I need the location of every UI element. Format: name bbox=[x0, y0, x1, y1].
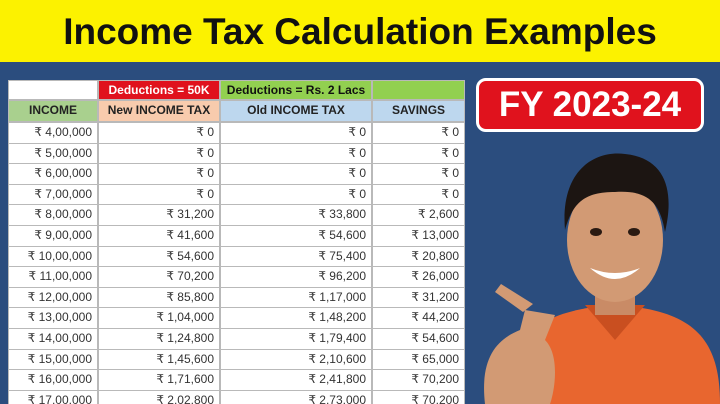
face bbox=[567, 178, 663, 302]
table-cell: ₹ 85,800 bbox=[98, 286, 220, 309]
table-cell: ₹ 0 bbox=[220, 142, 372, 165]
table-cell: ₹ 2,73,000 bbox=[220, 389, 372, 404]
table-cell: ₹ 2,02,800 bbox=[98, 389, 220, 404]
table-cell: ₹ 12,00,000 bbox=[8, 286, 98, 309]
table-cell: ₹ 54,600 bbox=[98, 245, 220, 268]
blank-cell bbox=[8, 80, 98, 100]
table-cell: ₹ 41,600 bbox=[98, 225, 220, 247]
table-cell: ₹ 4,00,000 bbox=[8, 122, 98, 144]
table-cell: ₹ 1,24,800 bbox=[98, 328, 220, 350]
table-cell: ₹ 70,200 bbox=[98, 266, 220, 288]
table-cell: ₹ 33,800 bbox=[220, 204, 372, 226]
column-header: New INCOME TAX bbox=[98, 100, 220, 122]
table-cell: ₹ 7,00,000 bbox=[8, 183, 98, 206]
table-cell: ₹ 0 bbox=[220, 183, 372, 206]
table-cell: ₹ 44,200 bbox=[372, 307, 465, 329]
deduction-note: Deductions = Rs. 2 Lacs bbox=[220, 80, 372, 100]
table-cell: ₹ 5,00,000 bbox=[8, 142, 98, 165]
blank-cell bbox=[372, 80, 465, 100]
table-cell: ₹ 0 bbox=[98, 163, 220, 185]
hand bbox=[484, 310, 555, 404]
table-cell: ₹ 6,00,000 bbox=[8, 163, 98, 185]
table-cell: ₹ 13,00,000 bbox=[8, 307, 98, 329]
shirt bbox=[505, 305, 720, 404]
table-cell: ₹ 70,200 bbox=[372, 389, 465, 404]
table-cell: ₹ 17,00,000 bbox=[8, 389, 98, 404]
smile bbox=[590, 268, 640, 279]
table-cell: ₹ 13,000 bbox=[372, 225, 465, 247]
column-header: INCOME bbox=[8, 100, 98, 122]
eye bbox=[628, 228, 640, 236]
table-cell: ₹ 65,000 bbox=[372, 348, 465, 371]
table-cell: ₹ 0 bbox=[372, 163, 465, 185]
year-badge: FY 2023-24 bbox=[476, 78, 704, 132]
table-cell: ₹ 0 bbox=[98, 122, 220, 144]
table-cell: ₹ 1,71,600 bbox=[98, 369, 220, 391]
table-cell: ₹ 0 bbox=[98, 142, 220, 165]
table-cell: ₹ 1,04,000 bbox=[98, 307, 220, 329]
table-cell: ₹ 2,600 bbox=[372, 204, 465, 226]
table-cell: ₹ 1,79,400 bbox=[220, 328, 372, 350]
table-cell: ₹ 31,200 bbox=[98, 204, 220, 226]
table-cell: ₹ 0 bbox=[372, 183, 465, 206]
table-cell: ₹ 31,200 bbox=[372, 286, 465, 309]
table-cell: ₹ 14,00,000 bbox=[8, 328, 98, 350]
table-cell: ₹ 1,45,600 bbox=[98, 348, 220, 371]
column-header: SAVINGS bbox=[372, 100, 465, 122]
table-cell: ₹ 11,00,000 bbox=[8, 266, 98, 288]
table-cell: ₹ 10,00,000 bbox=[8, 245, 98, 268]
table-cell: ₹ 20,800 bbox=[372, 245, 465, 268]
table-cell: ₹ 2,10,600 bbox=[220, 348, 372, 371]
presenter-illustration bbox=[484, 153, 720, 404]
table-cell: ₹ 0 bbox=[98, 183, 220, 206]
pointing-finger bbox=[495, 284, 533, 312]
table-cell: ₹ 75,400 bbox=[220, 245, 372, 268]
table-cell: ₹ 0 bbox=[220, 122, 372, 144]
table-cell: ₹ 96,200 bbox=[220, 266, 372, 288]
table-cell: ₹ 0 bbox=[372, 142, 465, 165]
eye bbox=[590, 228, 602, 236]
table-cell: ₹ 16,00,000 bbox=[8, 369, 98, 391]
table-cell: ₹ 54,600 bbox=[220, 225, 372, 247]
table-cell: ₹ 54,600 bbox=[372, 328, 465, 350]
table-cell: ₹ 15,00,000 bbox=[8, 348, 98, 371]
table-cell: ₹ 0 bbox=[372, 122, 465, 144]
table-cell: ₹ 70,200 bbox=[372, 369, 465, 391]
table-cell: ₹ 2,41,800 bbox=[220, 369, 372, 391]
table-cell: ₹ 8,00,000 bbox=[8, 204, 98, 226]
column-header: Old INCOME TAX bbox=[220, 100, 372, 122]
title-banner: Income Tax Calculation Examples bbox=[0, 0, 720, 62]
table-cell: ₹ 1,48,200 bbox=[220, 307, 372, 329]
hair bbox=[564, 153, 669, 232]
table-cell: ₹ 0 bbox=[220, 163, 372, 185]
table-cell: ₹ 1,17,000 bbox=[220, 286, 372, 309]
table-cell: ₹ 26,000 bbox=[372, 266, 465, 288]
deduction-note: Deductions = 50K bbox=[98, 80, 220, 100]
table-cell: ₹ 9,00,000 bbox=[8, 225, 98, 247]
